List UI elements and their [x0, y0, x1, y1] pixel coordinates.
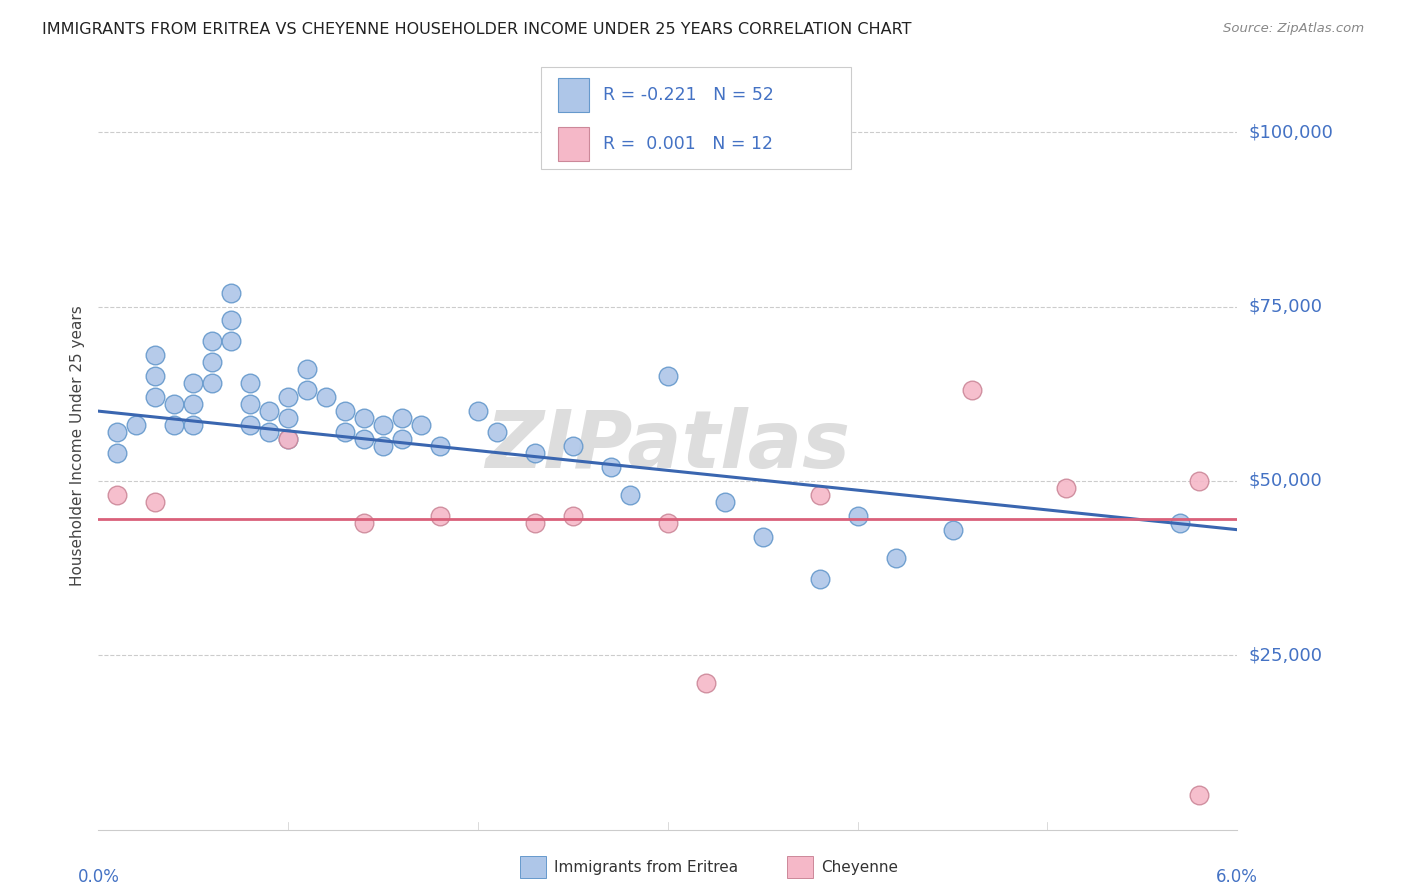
Point: [221, 313, 243, 327]
Point: [562, 508, 585, 523]
Point: [163, 397, 186, 411]
Point: [846, 508, 869, 523]
Point: [808, 488, 831, 502]
Point: [201, 376, 224, 391]
Point: [808, 572, 831, 586]
Point: [1188, 474, 1211, 488]
Point: [657, 369, 679, 384]
Point: [335, 404, 357, 418]
Text: Cheyenne: Cheyenne: [821, 860, 898, 874]
Text: $75,000: $75,000: [1249, 298, 1323, 316]
Point: [183, 397, 205, 411]
Text: 6.0%: 6.0%: [1216, 869, 1258, 887]
Point: [1188, 788, 1211, 802]
Point: [1170, 516, 1192, 530]
Point: [107, 425, 129, 439]
Point: [259, 404, 281, 418]
Point: [429, 439, 451, 453]
Point: [353, 432, 375, 446]
Point: [277, 432, 299, 446]
Text: $50,000: $50,000: [1249, 472, 1322, 490]
Point: [145, 495, 167, 509]
Point: [562, 439, 585, 453]
Point: [884, 550, 907, 565]
Point: [411, 418, 433, 433]
Point: [201, 355, 224, 369]
Point: [942, 523, 965, 537]
Text: IMMIGRANTS FROM ERITREA VS CHEYENNE HOUSEHOLDER INCOME UNDER 25 YEARS CORRELATIO: IMMIGRANTS FROM ERITREA VS CHEYENNE HOUS…: [42, 22, 911, 37]
Text: Source: ZipAtlas.com: Source: ZipAtlas.com: [1223, 22, 1364, 36]
Point: [239, 418, 262, 433]
Point: [657, 516, 679, 530]
Point: [107, 488, 129, 502]
Point: [353, 516, 375, 530]
Point: [277, 432, 299, 446]
Point: [259, 425, 281, 439]
Point: [239, 397, 262, 411]
Point: [391, 432, 413, 446]
Y-axis label: Householder Income Under 25 years: Householder Income Under 25 years: [69, 306, 84, 586]
Point: [600, 459, 623, 474]
Point: [429, 508, 451, 523]
Point: [714, 495, 737, 509]
Point: [277, 411, 299, 425]
Point: [239, 376, 262, 391]
Point: [145, 369, 167, 384]
Point: [960, 383, 983, 397]
Text: $100,000: $100,000: [1249, 123, 1333, 141]
Point: [619, 488, 641, 502]
Point: [145, 348, 167, 362]
Text: $25,000: $25,000: [1249, 646, 1323, 665]
Point: [107, 446, 129, 460]
Point: [695, 676, 717, 690]
Point: [524, 446, 547, 460]
Point: [524, 516, 547, 530]
Point: [353, 411, 375, 425]
Point: [297, 362, 319, 376]
Point: [145, 390, 167, 404]
Point: [315, 390, 337, 404]
Text: R =  0.001   N = 12: R = 0.001 N = 12: [603, 135, 773, 153]
Point: [183, 418, 205, 433]
Point: [297, 383, 319, 397]
Text: ZIPatlas: ZIPatlas: [485, 407, 851, 485]
Text: Immigrants from Eritrea: Immigrants from Eritrea: [554, 860, 738, 874]
Point: [752, 530, 775, 544]
Point: [163, 418, 186, 433]
Text: R = -0.221   N = 52: R = -0.221 N = 52: [603, 86, 775, 103]
Point: [183, 376, 205, 391]
Point: [467, 404, 489, 418]
Text: 0.0%: 0.0%: [77, 869, 120, 887]
Point: [125, 418, 148, 433]
Point: [201, 334, 224, 349]
Point: [391, 411, 413, 425]
Point: [486, 425, 509, 439]
Point: [371, 418, 394, 433]
Point: [371, 439, 394, 453]
Point: [335, 425, 357, 439]
Point: [221, 285, 243, 300]
Point: [221, 334, 243, 349]
Point: [1056, 481, 1078, 495]
Point: [277, 390, 299, 404]
